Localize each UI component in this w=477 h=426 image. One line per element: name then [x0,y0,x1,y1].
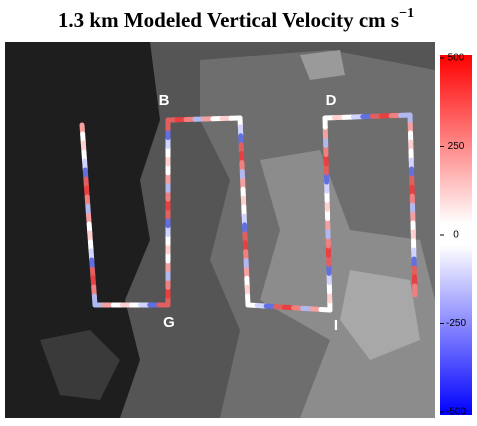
colorbar-tick-label: -500 [446,407,466,418]
page: 1.3 km Modeled Vertical Velocity cm s−1 … [0,0,477,421]
map [5,42,435,418]
title-superscript: −1 [399,6,414,21]
colorbar-tick-label: 500 [448,53,465,64]
colorbar-tick-label: 250 [448,141,465,152]
title: 1.3 km Modeled Vertical Velocity cm s−1 [58,6,414,32]
waypoint-label: G [163,314,175,331]
waypoint-label: D [326,92,337,109]
waypoint-label: B [159,92,170,109]
title-text: 1.3 km Modeled Vertical Velocity cm s [58,8,399,32]
colorbar-tick-label: 0 [453,230,459,241]
colorbar-tick-label: -250 [446,318,466,329]
waypoint-label: I [334,317,338,334]
